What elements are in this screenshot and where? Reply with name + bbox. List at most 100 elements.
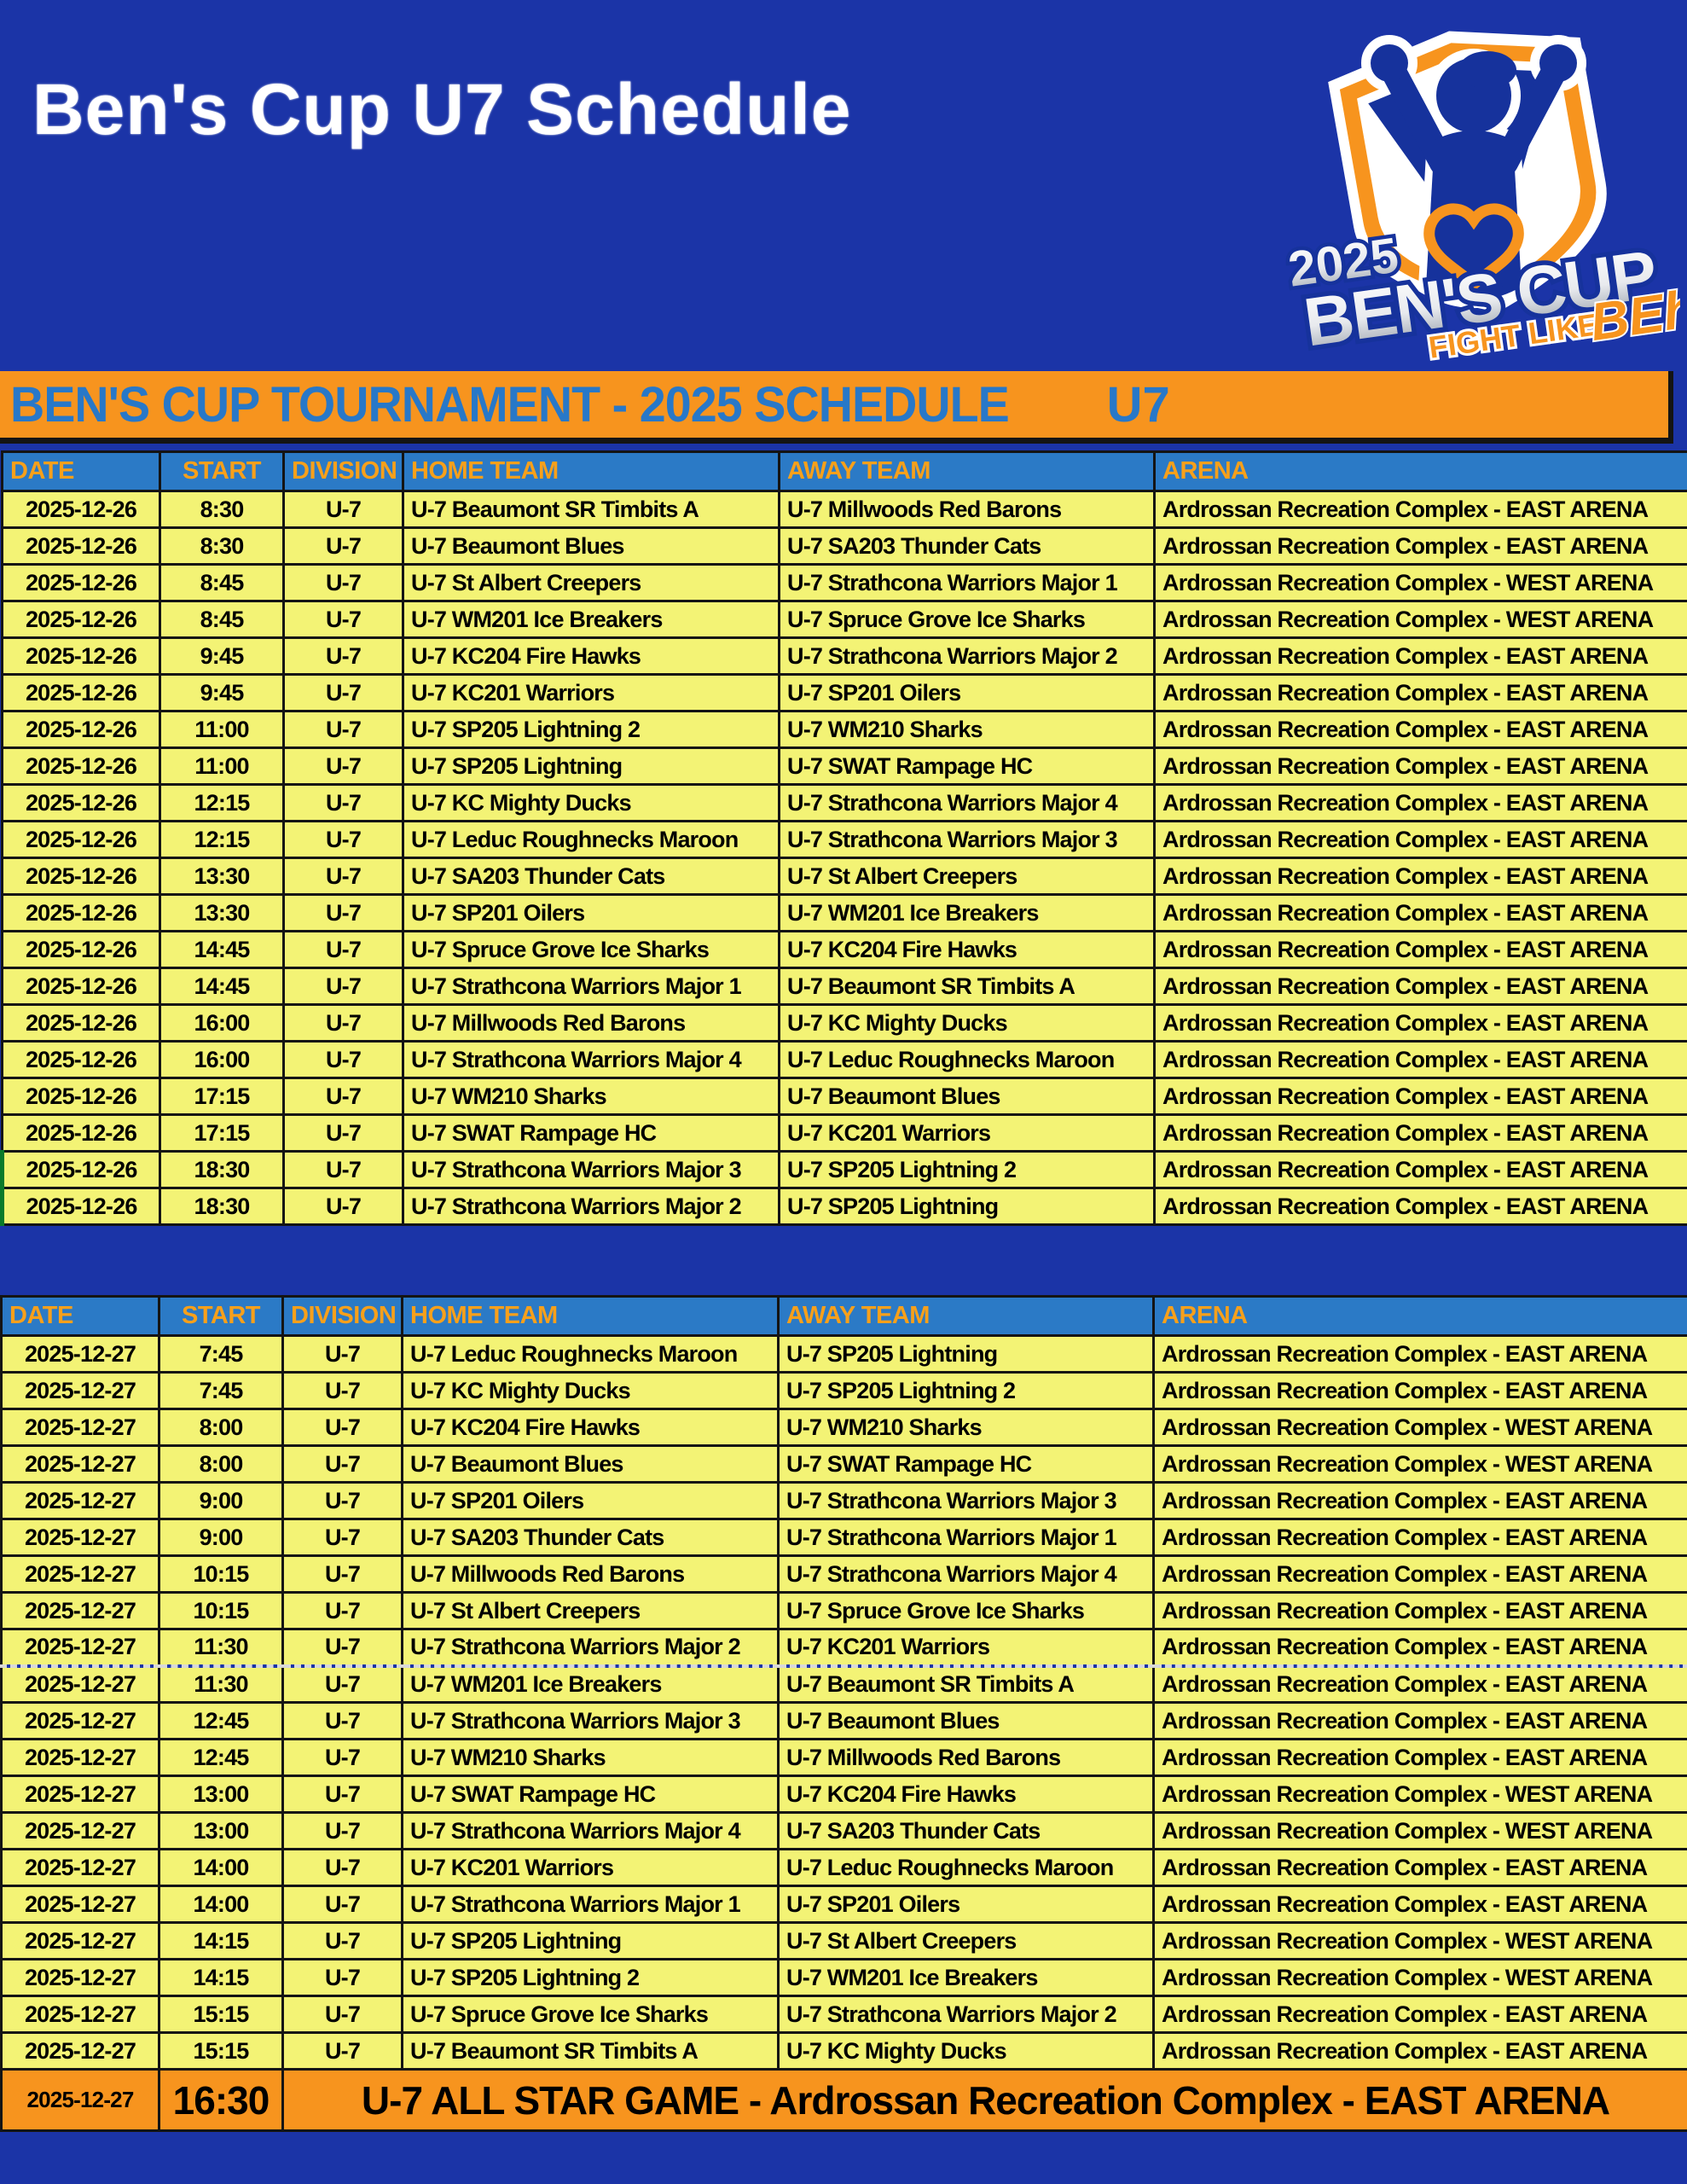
cell-arena: Ardrossan Recreation Complex - EAST AREN… [1152, 1591, 1687, 1630]
cell-date: 2025-12-26 [1, 490, 161, 529]
table-row: 2025-12-27 10:15 U-7 U-7 St Albert Creepers… [0, 1591, 1687, 1630]
table-row: 2025-12-26 17:15 U-7 U-7 WM210 Sharks U-7 Be… [1, 1077, 1687, 1116]
cell-start: 14:15 [158, 1958, 284, 1997]
banner-division: U7 [1106, 376, 1170, 433]
cell-division: U-7 [282, 820, 404, 859]
cell-arena: Ardrossan Recreation Complex - EAST AREN… [1152, 1554, 1687, 1594]
cell-away-team: U-7 Strathcona Warriors Major 4 [778, 783, 1156, 822]
cell-arena: Ardrossan Recreation Complex - EAST AREN… [1153, 967, 1687, 1006]
cell-start: 11:30 [158, 1628, 284, 1667]
cell-date: 2025-12-26 [1, 1040, 161, 1079]
cell-division: U-7 [281, 1444, 403, 1484]
cell-away-team: U-7 WM201 Ice Breakers [777, 1958, 1155, 1997]
table-row: 2025-12-27 9:00 U-7 U-7 SP201 Oilers U-7 Str… [0, 1481, 1687, 1520]
cell-start: 15:15 [158, 1995, 284, 2034]
cell-date: 2025-12-27 [0, 1664, 160, 1704]
cell-date: 2025-12-27 [0, 1591, 160, 1630]
cell-away-team: U-7 Leduc Roughnecks Maroon [778, 1040, 1156, 1079]
cell-arena: Ardrossan Recreation Complex - EAST AREN… [1153, 746, 1687, 786]
cell-date: 2025-12-27 [0, 1811, 160, 1850]
cell-division: U-7 [282, 1150, 404, 1189]
cell-home-team: U-7 Strathcona Warriors Major 2 [402, 1187, 780, 1226]
cell-home-team: U-7 WM210 Sharks [401, 1738, 780, 1777]
cell-date: 2025-12-27 [0, 1885, 160, 1924]
cell-arena: Ardrossan Recreation Complex - EAST AREN… [1152, 1738, 1687, 1777]
cell-arena: Ardrossan Recreation Complex - EAST AREN… [1153, 820, 1687, 859]
cell-date: 2025-12-27 [0, 1738, 160, 1777]
cell-home-team: U-7 SWAT Rampage HC [402, 1113, 780, 1153]
cell-start: 7:45 [158, 1334, 284, 1374]
cell-start: 8:00 [158, 1444, 284, 1484]
column-header-arena: ARENA [1152, 1295, 1687, 1337]
cell-home-team: U-7 Strathcona Warriors Major 4 [401, 1811, 780, 1850]
cell-arena: Ardrossan Recreation Complex - EAST AREN… [1153, 1150, 1687, 1189]
table-row: 2025-12-26 12:15 U-7 U-7 Leduc Roughnecks M… [1, 820, 1687, 859]
cell-division: U-7 [281, 1371, 403, 1410]
cell-start: 16:00 [159, 1003, 285, 1043]
cell-arena: Ardrossan Recreation Complex - EAST AREN… [1152, 1995, 1687, 2034]
cell-date: 2025-12-27 [0, 1628, 160, 1667]
cell-date: 2025-12-27 [0, 1774, 160, 1814]
child-silhouette-icon [1361, 35, 1586, 308]
cell-arena: Ardrossan Recreation Complex - EAST AREN… [1153, 490, 1687, 529]
cell-away-team: U-7 SWAT Rampage HC [777, 1444, 1155, 1484]
table-row: 2025-12-27 11:30 U-7 U-7 WM201 Ice Breakers… [0, 1664, 1687, 1704]
table-row: 2025-12-27 13:00 U-7 U-7 Strathcona Warrior… [0, 1811, 1687, 1850]
cell-home-team: U-7 SP205 Lightning 2 [402, 710, 780, 749]
cell-division: U-7 [282, 967, 404, 1006]
cell-division: U-7 [282, 526, 404, 566]
header-row: DATE START DIVISION HOME TEAM AWAY TEAM ARENA [0, 1295, 1687, 1337]
cell-start: 15:15 [158, 2031, 284, 2071]
cell-arena: Ardrossan Recreation Complex - EAST AREN… [1153, 526, 1687, 566]
cell-date: 2025-12-26 [1, 563, 161, 602]
cell-arena: Ardrossan Recreation Complex - EAST AREN… [1153, 1003, 1687, 1043]
cell-division: U-7 [281, 1848, 403, 1887]
cell-start: 9:00 [158, 1481, 284, 1520]
cell-start: 7:45 [158, 1371, 284, 1410]
table-row: 2025-12-27 11:30 U-7 U-7 Strathcona Warrior… [0, 1628, 1687, 1667]
cell-home-team: U-7 Strathcona Warriors Major 1 [401, 1885, 780, 1924]
cell-home-team: U-7 SWAT Rampage HC [401, 1774, 780, 1814]
cell-away-team: U-7 Beaumont Blues [777, 1701, 1155, 1740]
cell-home-team: U-7 SP205 Lightning [402, 746, 780, 786]
cell-start: 14:45 [159, 930, 285, 969]
cell-home-team: U-7 Spruce Grove Ice Sharks [402, 930, 780, 969]
cell-date: 2025-12-26 [1, 526, 161, 566]
cell-home-team: U-7 KC201 Warriors [402, 673, 780, 712]
cell-date: 2025-12-27 [0, 1444, 160, 1484]
cell-date: 2025-12-26 [1, 1003, 161, 1043]
table-row: 2025-12-26 13:30 U-7 U-7 SP201 Oilers U-7 WM… [1, 893, 1687, 932]
cell-start: 14:00 [158, 1885, 284, 1924]
cell-away-team: U-7 KC204 Fire Hawks [778, 930, 1156, 969]
table-row: 2025-12-27 7:45 U-7 U-7 Leduc Roughnecks Ma… [0, 1334, 1687, 1374]
cell-home-team: U-7 Beaumont Blues [401, 1444, 780, 1484]
cell-away-team: U-7 Millwoods Red Barons [777, 1738, 1155, 1777]
cell-away-team: U-7 Strathcona Warriors Major 3 [777, 1481, 1155, 1520]
table-row: 2025-12-27 15:15 U-7 U-7 Spruce Grove Ice S… [0, 1995, 1687, 2034]
cell-date: 2025-12-27 [0, 1481, 160, 1520]
cell-away-team: U-7 Strathcona Warriors Major 4 [777, 1554, 1155, 1594]
cell-arena: Ardrossan Recreation Complex - WEST AREN… [1152, 1811, 1687, 1850]
cell-division: U-7 [282, 930, 404, 969]
cell-division: U-7 [281, 1738, 403, 1777]
cell-start: 14:00 [158, 1848, 284, 1887]
schedule-table-day1: DATE START DIVISION HOME TEAM AWAY TEAM ARENA… [0, 450, 1687, 1226]
cell-start: 18:30 [159, 1187, 285, 1226]
table-row: 2025-12-27 9:00 U-7 U-7 SA203 Thunder Cats U… [0, 1518, 1687, 1557]
bens-cup-logo: 2025 BEN'S CUP FIGHT LIKE BEh [1267, 5, 1687, 368]
cell-date: 2025-12-27 [0, 1701, 160, 1740]
cell-away-team: U-7 Strathcona Warriors Major 2 [778, 636, 1156, 676]
cell-division: U-7 [281, 1334, 403, 1374]
cell-date: 2025-12-26 [1, 636, 161, 676]
cell-start: 8:00 [158, 1408, 284, 1447]
cell-home-team: U-7 SP201 Oilers [402, 893, 780, 932]
cell-away-team: U-7 KC Mighty Ducks [778, 1003, 1156, 1043]
cell-away-team: U-7 KC201 Warriors [778, 1113, 1156, 1153]
cell-division: U-7 [282, 1040, 404, 1079]
cell-away-team: U-7 Strathcona Warriors Major 1 [778, 563, 1156, 602]
cell-home-team: U-7 KC Mighty Ducks [401, 1371, 780, 1410]
cell-arena: Ardrossan Recreation Complex - WEST AREN… [1152, 1958, 1687, 1997]
table-row: 2025-12-27 14:00 U-7 U-7 Strathcona Warrior… [0, 1885, 1687, 1924]
cell-date: 2025-12-26 [1, 783, 161, 822]
cell-away-team: U-7 WM210 Sharks [778, 710, 1156, 749]
